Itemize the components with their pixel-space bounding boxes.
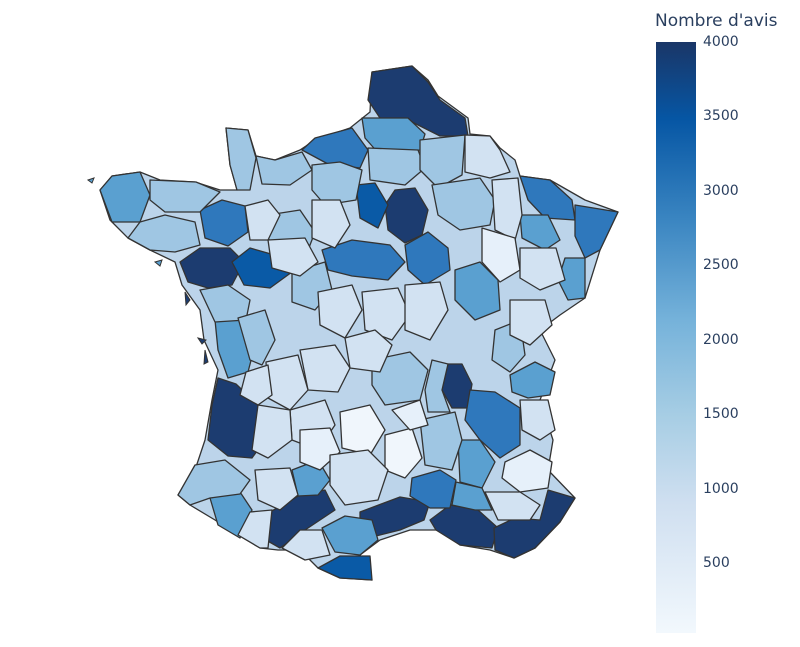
dept-indre (317, 284, 363, 339)
colorbar-tick-label: 3000 (703, 183, 739, 199)
colorbar-tick-label: 2000 (703, 332, 739, 348)
dept-doubs (509, 299, 553, 346)
dept-hauts-de-seine (355, 182, 389, 229)
colorbar-tick-label: 1000 (703, 481, 739, 497)
dept-meuse (491, 177, 523, 241)
island-belle-ile (153, 259, 163, 267)
dept-eure-et-loir (267, 237, 319, 277)
dept-nievre (404, 281, 449, 341)
dept-bas-rhin (574, 204, 619, 259)
dept-morbihan (127, 214, 201, 253)
dept-aude (321, 515, 379, 556)
island-ushant (86, 177, 95, 184)
dept-allier (344, 329, 393, 373)
dept-isere (464, 389, 521, 459)
colorbar-tick-label: 3500 (703, 108, 739, 124)
dept-loir-et-cher (311, 199, 351, 249)
dept-ille-et-vilaine (199, 199, 249, 247)
dept-charente (239, 364, 273, 406)
dept-meurthe (519, 214, 561, 251)
dept-ain (509, 361, 556, 399)
dept-haute-savoie (519, 399, 556, 441)
colorbar-title: Nombre d'avis (655, 11, 778, 31)
colorbar-tick-label: 500 (703, 555, 730, 571)
dept-aisne (419, 134, 466, 189)
dept-vienne (237, 309, 276, 366)
dept-yonne (321, 239, 406, 281)
dept-lozere (391, 399, 429, 431)
dept-puy-de-dome (424, 359, 451, 413)
dept-manche (225, 127, 257, 191)
dept-deux-sevres (199, 284, 251, 323)
dept-gers (177, 459, 251, 506)
island-noirmoutier (184, 291, 191, 307)
dept-ardennes (464, 134, 511, 179)
dept-pyrenees-atlantiques (237, 509, 273, 549)
dept-cher (361, 287, 411, 341)
dept-vosges (519, 247, 566, 291)
dept-ariege (281, 529, 331, 561)
france-departments-map (86, 65, 619, 581)
dept-dordogne (251, 404, 293, 459)
dept-gard (409, 469, 457, 509)
colorbar-tick-label: 2500 (703, 257, 739, 273)
island-re (196, 337, 207, 345)
colorbar-gradient (656, 42, 696, 633)
dept-marne (404, 231, 451, 286)
dept-pyrenees-orientales (317, 555, 373, 581)
dept-cote-dor (454, 261, 501, 321)
dept-orne (244, 199, 281, 241)
dept-oise-east (431, 177, 496, 231)
colorbar-tick-label: 4000 (703, 34, 739, 50)
dept-haute-marne (481, 227, 521, 283)
dept-lot-et-garonne (254, 467, 299, 511)
dept-cantal (339, 404, 386, 456)
dept-vaucluse (451, 481, 493, 511)
dept-drome (457, 439, 496, 489)
dept-somme (367, 147, 426, 186)
dept-aveyron (329, 449, 389, 506)
dept-hautes-alpes (501, 449, 553, 493)
colorbar-tick-label: 1500 (703, 406, 739, 422)
dept-alpes-hte-provence (484, 491, 541, 521)
dept-eure (311, 161, 363, 206)
dept-ardeche (419, 411, 463, 471)
dept-haute-loire (384, 427, 423, 479)
dept-cotes-darmor (149, 179, 221, 213)
island-oleron (203, 349, 209, 365)
